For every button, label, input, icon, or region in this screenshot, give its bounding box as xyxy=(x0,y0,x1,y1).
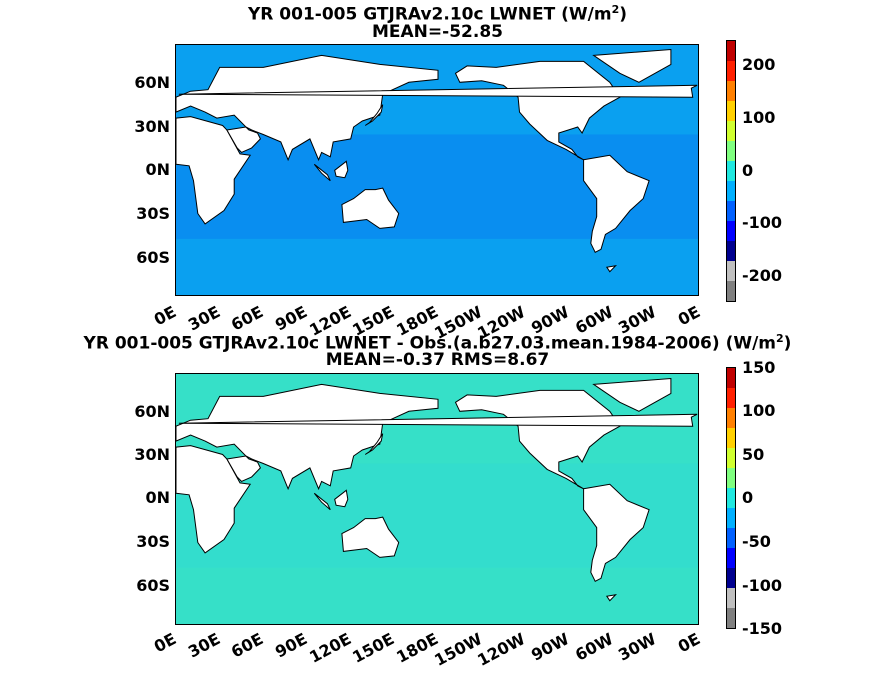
continent xyxy=(605,593,618,602)
colorbar-tick: 0 xyxy=(742,161,754,180)
continent xyxy=(226,455,262,482)
colorbar-tick: 0 xyxy=(742,488,754,507)
continent xyxy=(334,489,349,508)
lat-label: 60S xyxy=(136,248,170,267)
map-svg xyxy=(176,374,698,624)
colorbar xyxy=(726,40,736,302)
continent xyxy=(341,516,400,558)
colorbar-tick: -200 xyxy=(742,266,783,285)
continent xyxy=(454,389,621,490)
world-map xyxy=(175,373,699,625)
colorbar-tick: -50 xyxy=(742,532,771,551)
continent xyxy=(178,413,698,427)
continent xyxy=(341,187,400,229)
continent xyxy=(364,104,384,126)
lat-label: 30N xyxy=(134,117,170,136)
map-stats: MEAN=-0.37 RMS=8.67 xyxy=(325,350,550,370)
colorbar-tick: -150 xyxy=(742,619,783,638)
continent xyxy=(592,48,672,83)
colorbar-tick: 100 xyxy=(742,401,776,420)
continent xyxy=(176,116,252,225)
map-svg xyxy=(176,45,698,295)
continent xyxy=(313,492,331,511)
continent xyxy=(176,383,439,491)
continent xyxy=(592,377,672,412)
lat-label: 0N xyxy=(145,488,170,507)
continent xyxy=(583,154,650,253)
continent xyxy=(226,126,262,153)
lat-label: 30S xyxy=(136,532,170,551)
colorbar-tick: 150 xyxy=(742,358,776,377)
lat-label: 60N xyxy=(134,73,170,92)
continent xyxy=(605,264,618,273)
lat-label: 60N xyxy=(134,402,170,421)
continent xyxy=(364,433,384,455)
colorbar xyxy=(726,367,736,629)
lat-label: 0N xyxy=(145,160,170,179)
lat-label: 30S xyxy=(136,204,170,223)
map-title: YR 001-005 GTJRAv2.10c LWNET (W/m2) xyxy=(247,3,627,25)
lat-label: 60S xyxy=(136,576,170,595)
map-stats: MEAN=-52.85 xyxy=(372,22,503,42)
world-map xyxy=(175,44,699,296)
colorbar-tick: 200 xyxy=(742,55,776,74)
continent xyxy=(334,160,349,179)
continent xyxy=(176,445,252,554)
continent xyxy=(313,163,331,182)
continent xyxy=(454,60,621,161)
continent xyxy=(178,84,698,98)
lat-label: 30N xyxy=(134,445,170,464)
colorbar-tick: 100 xyxy=(742,108,776,127)
continent xyxy=(583,483,650,582)
colorbar-tick: 50 xyxy=(742,445,765,464)
colorbar-tick: -100 xyxy=(742,213,783,232)
colorbar-tick: -100 xyxy=(742,576,783,595)
continent xyxy=(176,54,439,162)
map-title: YR 001-005 GTJRAv2.10c LWNET - Obs.(a.b2… xyxy=(83,332,792,354)
